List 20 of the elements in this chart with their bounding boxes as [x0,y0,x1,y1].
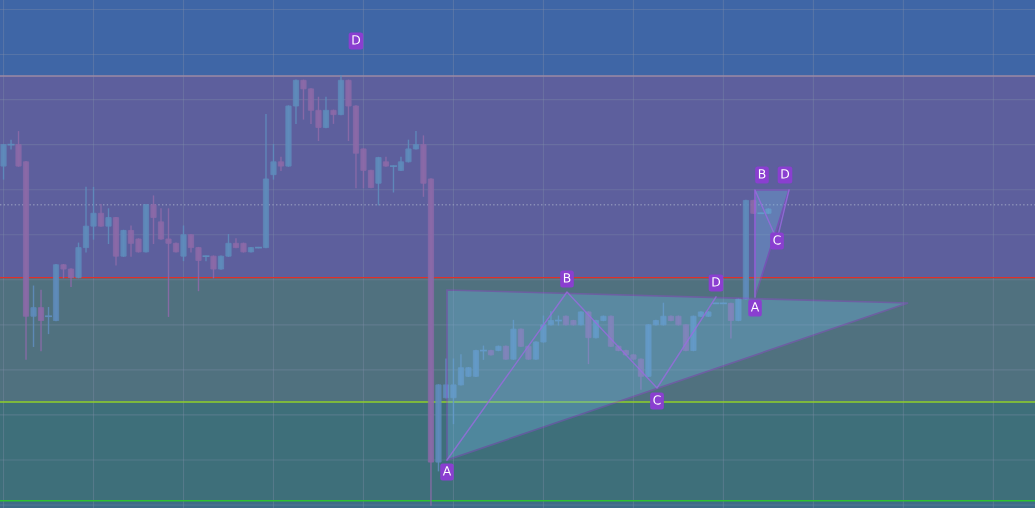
candlestick [37,289,45,352]
candlestick [270,143,277,180]
text: D [352,35,361,45]
candlestick [105,208,112,245]
annotation: B [758,169,766,179]
annotation: A [750,302,760,312]
text: C [773,235,781,245]
candlestick [322,96,330,129]
candlestick [727,302,734,339]
candlestick [30,285,37,347]
annotation: D [712,277,721,287]
candlestick [180,225,187,262]
text: D [781,169,790,179]
annotation: C [653,395,661,405]
candlestick [210,255,217,279]
candlestick [150,195,157,245]
candlestick [97,204,105,227]
annotation: B [563,273,571,283]
annotation: A [442,466,452,476]
candlestick [202,255,210,262]
